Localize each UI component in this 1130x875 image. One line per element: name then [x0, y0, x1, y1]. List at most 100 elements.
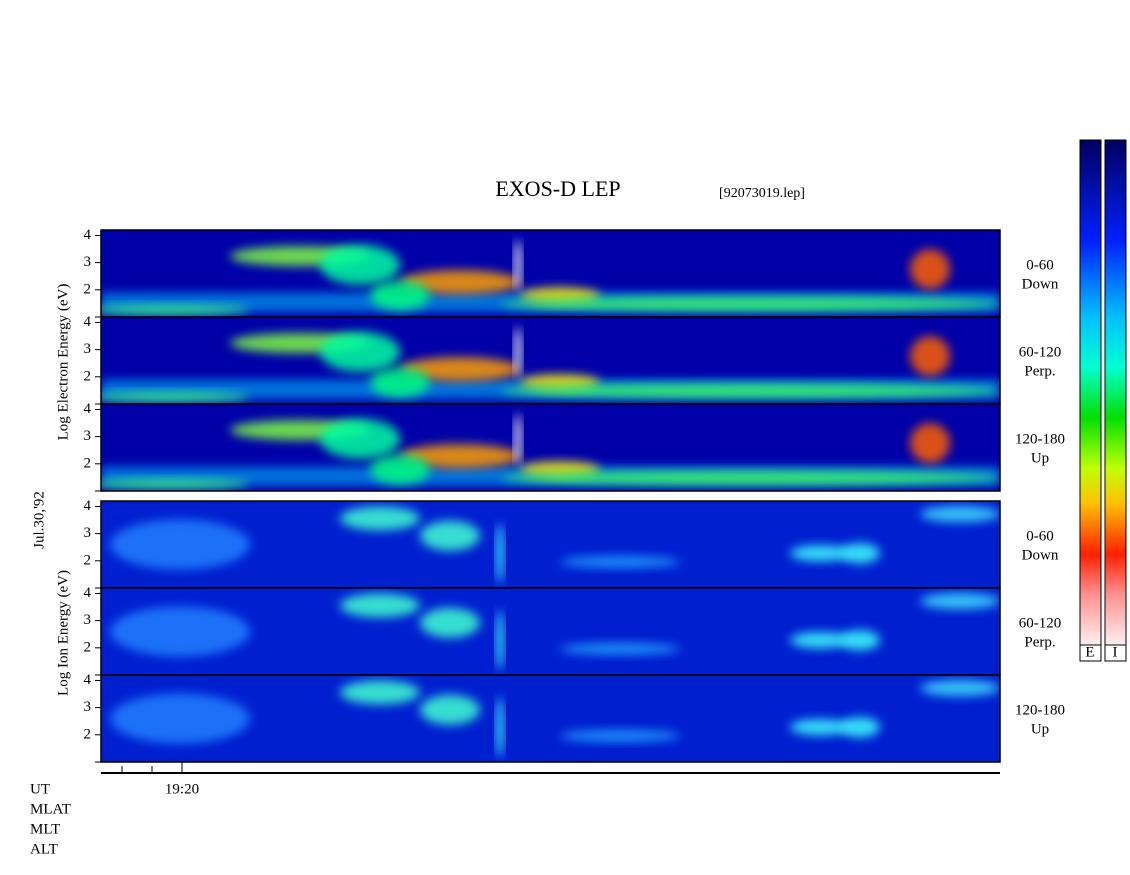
spectrogram-texture	[320, 331, 400, 372]
spectrogram-texture	[320, 244, 400, 285]
date-label: Jul.30,'92	[31, 491, 47, 549]
y-tick-label: 3	[84, 612, 92, 628]
y-tick-label: 3	[84, 341, 92, 357]
panel-label: Perp.	[1024, 363, 1055, 379]
panel-label: Perp.	[1024, 634, 1055, 650]
spectrogram-texture	[340, 593, 420, 618]
panel-label: Up	[1031, 450, 1049, 466]
y-tick-label: 4	[84, 585, 92, 601]
spectrogram-texture	[370, 454, 430, 485]
panel-frame	[100, 674, 1001, 763]
panel-label: Down	[1022, 547, 1059, 563]
spectrogram-texture	[110, 606, 250, 657]
spectrogram-texture	[514, 413, 522, 464]
y-tick-label: 3	[84, 428, 92, 444]
y-tick-label: 3	[84, 525, 92, 541]
spectrogram-texture	[400, 270, 520, 295]
spectrogram-texture	[514, 239, 522, 290]
spectrogram-texture	[560, 555, 680, 568]
spectrogram-texture	[910, 423, 950, 464]
colorbar-label: I	[1113, 644, 1118, 660]
spectrogram-texture	[400, 357, 520, 382]
spectrogram-texture	[420, 694, 480, 725]
row-label: UT	[30, 781, 50, 797]
spectrogram-texture	[340, 680, 420, 705]
y-axis-label: Log Electron Energy (eV)	[55, 284, 71, 441]
spectrogram-panel	[101, 404, 1000, 491]
spectrogram-texture	[320, 418, 400, 459]
spectrogram-texture	[110, 519, 250, 570]
panel-label: 0-60	[1026, 528, 1054, 544]
spectrogram-texture	[340, 506, 420, 531]
y-tick-label: 4	[84, 314, 92, 330]
spectrogram-texture	[420, 520, 480, 551]
spectrogram-texture	[790, 545, 850, 562]
spectrogram-texture	[790, 632, 850, 649]
spectrogram-panel	[101, 588, 1000, 675]
spectrogram-panel	[101, 230, 1000, 317]
colorbar-label: E	[1085, 644, 1094, 660]
y-axis-label: Log Ion Energy (eV)	[55, 570, 71, 696]
y-tick-label: 4	[84, 498, 92, 514]
spectrogram-texture	[496, 610, 504, 671]
y-tick-label: 2	[84, 368, 92, 384]
y-tick-label: 2	[84, 726, 92, 742]
y-tick-label: 4	[84, 672, 92, 688]
panel-label: 60-120	[1019, 344, 1062, 360]
colorbar	[1104, 139, 1127, 646]
panel-label: 120-180	[1015, 431, 1065, 447]
y-tick-label: 3	[84, 254, 92, 270]
panel-label: Down	[1022, 276, 1059, 292]
panel-frame	[100, 403, 1001, 492]
panel-label: 120-180	[1015, 702, 1065, 718]
file-name: [92073019.lep]	[719, 186, 805, 201]
spectrogram-texture	[910, 249, 950, 290]
spectrogram-texture	[840, 717, 880, 738]
spectrogram-panel	[101, 501, 1000, 588]
spectrogram-panel	[101, 675, 1000, 762]
spectrogram-texture	[370, 280, 430, 311]
spectrogram-texture	[500, 470, 1000, 485]
y-tick-label: 2	[84, 552, 92, 568]
y-tick-label: 4	[84, 227, 92, 243]
spectrogram-texture	[920, 506, 1000, 523]
panel-label: Up	[1031, 721, 1049, 737]
spectrogram-texture	[496, 523, 504, 584]
spectrogram-texture	[101, 305, 250, 316]
spectrogram-texture	[920, 593, 1000, 610]
colorbar-label-box	[1104, 644, 1127, 662]
spectrogram-texture	[560, 642, 680, 655]
spectrogram-texture	[910, 336, 950, 377]
spectrogram-texture	[790, 719, 850, 736]
panel-label: 60-120	[1019, 615, 1062, 631]
spectrogram-panel	[101, 317, 1000, 404]
y-tick-label: 3	[84, 699, 92, 715]
y-tick-label: 2	[84, 281, 92, 297]
spectrogram-texture	[110, 693, 250, 744]
spectrogram-texture	[500, 383, 1000, 398]
spectrogram-texture	[840, 543, 880, 564]
spectrogram-texture	[920, 680, 1000, 697]
colorbar	[1079, 139, 1102, 646]
spectrogram-texture	[500, 296, 1000, 311]
spectrogram-texture	[840, 630, 880, 651]
y-tick-label: 2	[84, 455, 92, 471]
y-tick-label: 2	[84, 639, 92, 655]
spectrogram-texture	[370, 367, 430, 398]
spectrogram-texture	[560, 729, 680, 742]
row-label: MLAT	[30, 801, 71, 817]
x-tick-label: 19:20	[165, 781, 199, 797]
panel-label: 0-60	[1026, 257, 1054, 273]
spectrogram-texture	[101, 479, 250, 490]
spectrogram-texture	[400, 444, 520, 469]
row-label: MLT	[30, 821, 60, 837]
title: EXOS-D LEP	[495, 176, 620, 201]
row-label: ALT	[30, 841, 58, 857]
spectrogram-texture	[101, 392, 250, 403]
spectrogram-texture	[420, 607, 480, 638]
spectrogram-texture	[496, 697, 504, 758]
spectrogram-texture	[514, 326, 522, 377]
colorbar-label-box	[1079, 644, 1102, 662]
y-tick-label: 4	[84, 401, 92, 417]
